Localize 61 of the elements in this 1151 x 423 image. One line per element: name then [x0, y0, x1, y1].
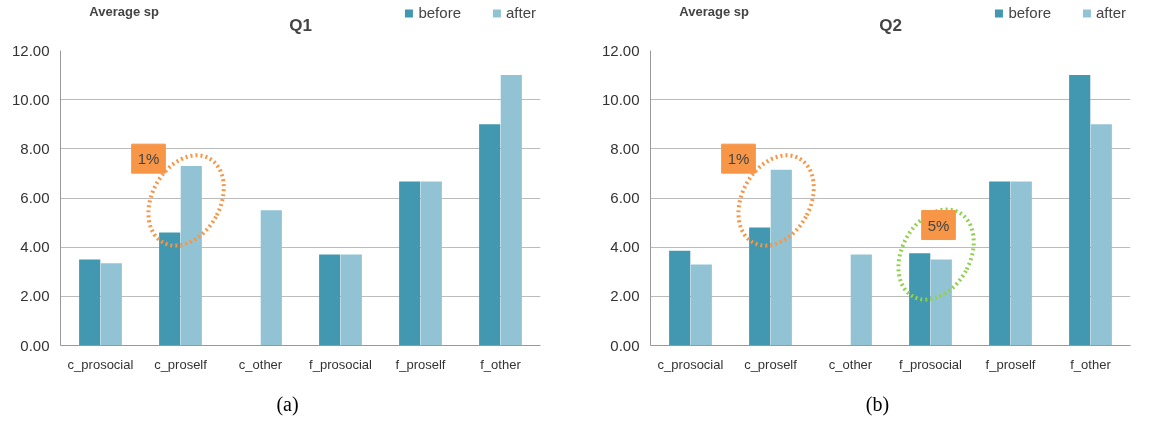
- bar: [690, 264, 712, 346]
- annotation: 1%: [137, 150, 160, 168]
- y-tick-label: 6.00: [20, 189, 50, 206]
- y-tick-label: 8.00: [610, 139, 640, 157]
- bar: [319, 254, 341, 346]
- x-tick-label: c_proself: [744, 356, 798, 372]
- bar: [479, 124, 501, 346]
- bar: [340, 254, 362, 346]
- chart-title: Q1: [289, 15, 312, 35]
- bar: [399, 181, 421, 346]
- y-tick-label: 4.00: [20, 238, 50, 256]
- bar: [79, 259, 101, 346]
- y-tick-label: 0.00: [610, 336, 640, 354]
- bar: [420, 181, 442, 346]
- y-tick-label: 0.00: [20, 336, 50, 354]
- bar: [850, 254, 872, 346]
- x-tick-label: f_other: [1070, 356, 1112, 372]
- bar: [1090, 124, 1112, 346]
- bar: [260, 210, 282, 346]
- y-tick-label: 10.00: [11, 90, 50, 108]
- legend-label: before: [418, 4, 461, 21]
- bar: [749, 227, 771, 346]
- legend-label: after: [1095, 4, 1126, 21]
- y-tick-label: 4.00: [610, 238, 640, 256]
- bar: [159, 232, 181, 346]
- x-tick-label: c_prosocial: [67, 356, 134, 372]
- text: (b): [865, 392, 890, 418]
- x-tick-label: f_proself: [985, 356, 1036, 372]
- y-tick-label: 6.00: [610, 189, 640, 206]
- bar: [909, 253, 931, 346]
- annotation: 5%: [927, 216, 950, 234]
- bar: [500, 75, 522, 346]
- y-axis-title: Average sp: [89, 4, 159, 20]
- bar: [930, 259, 952, 346]
- y-tick-label: 8.00: [20, 139, 50, 157]
- x-tick-label: c_other: [828, 356, 873, 372]
- text: (a): [276, 392, 299, 418]
- bar: [180, 166, 202, 346]
- x-tick-label: f_prosocial: [899, 356, 963, 372]
- legend-label: after: [505, 4, 536, 21]
- y-tick-label: 12.00: [601, 41, 640, 59]
- bar: [669, 250, 691, 346]
- annotation: 1%: [727, 150, 750, 168]
- bar: [100, 263, 122, 346]
- bar: [770, 169, 792, 346]
- x-tick-label: c_proself: [154, 356, 208, 372]
- bar: [1069, 75, 1091, 346]
- x-tick-label: c_other: [238, 356, 283, 372]
- x-tick-label: f_prosocial: [309, 356, 373, 372]
- y-tick-label: 2.00: [20, 287, 50, 305]
- y-tick-label: 12.00: [11, 41, 50, 59]
- x-tick-label: f_proself: [395, 356, 446, 372]
- bar: [1010, 181, 1032, 346]
- x-tick-label: f_other: [480, 356, 522, 372]
- x-tick-label: c_prosocial: [657, 356, 724, 372]
- y-tick-label: 2.00: [610, 287, 640, 305]
- y-tick-label: 10.00: [601, 90, 640, 108]
- legend-label: before: [1008, 4, 1051, 21]
- bar: [989, 181, 1011, 346]
- y-axis-title: Average sp: [679, 4, 749, 20]
- chart-title: Q2: [879, 15, 902, 35]
